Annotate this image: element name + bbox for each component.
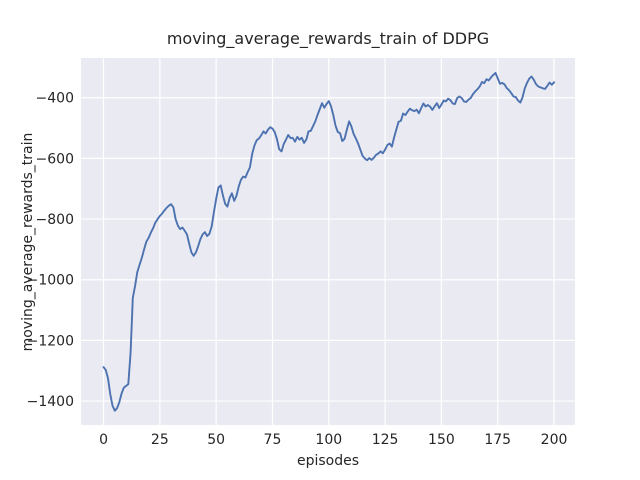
y-axis-label: moving_average_rewards_train (20, 132, 36, 352)
x-tick-label: 200 (541, 432, 568, 448)
plot-area (81, 58, 575, 425)
chart-title: moving_average_rewards_train of DDPG (166, 29, 490, 48)
y-tick-label: −400 (36, 91, 74, 107)
x-tick-label: 75 (264, 432, 282, 448)
y-tick-label: −1200 (27, 333, 74, 349)
y-tick-label: −1000 (27, 273, 74, 289)
x-tick-label: 125 (372, 432, 399, 448)
y-tick-label: −1400 (27, 394, 74, 410)
x-tick-label: 0 (99, 432, 108, 448)
rewards-line (102, 71, 556, 412)
x-tick-label: 175 (484, 432, 511, 448)
x-tick-label: 100 (315, 432, 342, 448)
y-tick-label: −800 (36, 212, 74, 228)
x-tick-label: 25 (151, 432, 169, 448)
x-axis-label: episodes (296, 453, 360, 469)
x-tick-label: 50 (207, 432, 225, 448)
y-tick-label: −600 (36, 151, 74, 167)
x-tick-label: 150 (428, 432, 455, 448)
